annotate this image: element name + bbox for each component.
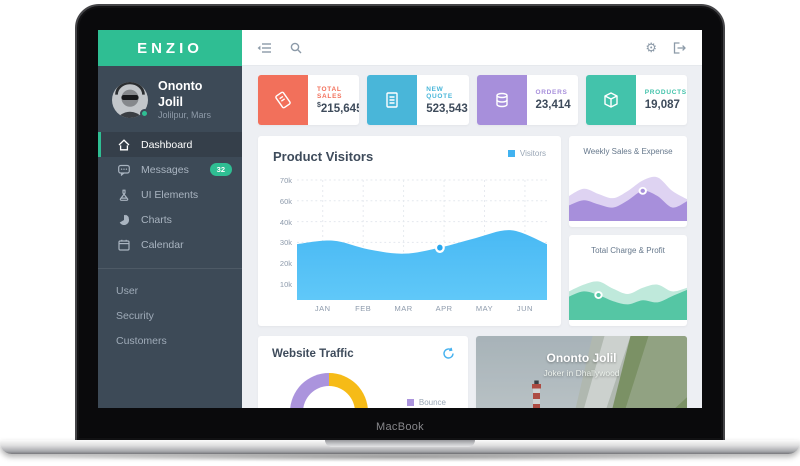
- charge-profit-wave-chart: [569, 281, 687, 320]
- macbook-base: [0, 440, 800, 462]
- sidebar-toggle-icon[interactable]: [257, 42, 272, 54]
- stat-card-total-sales: TOTAL SALES $215,645: [258, 75, 360, 125]
- sidebar-user-profile[interactable]: Ononto Jolil Jolilpur, Mars: [98, 66, 242, 132]
- website-traffic-card: Website Traffic Bounce: [258, 336, 468, 408]
- sidebar-item-user[interactable]: User: [116, 284, 139, 297]
- total-charge-profit-card: Total Charge & Profit: [569, 235, 687, 326]
- pie-chart-icon: [119, 214, 130, 225]
- mini-chart-title: Total Charge & Profit: [591, 246, 665, 255]
- sidebar-item-label: Dashboard: [141, 138, 193, 151]
- legend-label: Visitors: [519, 149, 546, 158]
- weekly-sales-expense-card: Weekly Sales & Expense: [569, 136, 687, 227]
- visitors-area-plot: [297, 179, 547, 300]
- stat-value: 23,414: [535, 98, 571, 111]
- bottom-row: Website Traffic Bounce: [258, 336, 687, 408]
- area-chart: 70k 60k 40k 30k 20k 10k JAN FEB MAR APR MAY JUN: [270, 176, 547, 324]
- traffic-title: Website Traffic: [272, 347, 354, 360]
- sidebar-item-ui-elements[interactable]: UI Elements: [98, 182, 242, 207]
- sidebar-item-messages[interactable]: Messages 32: [98, 157, 242, 182]
- settings-gear-icon[interactable]: ⚙: [645, 40, 657, 55]
- dashboard-ui: ENZIO ⚙: [98, 30, 702, 408]
- traffic-donut-chart: [290, 373, 368, 408]
- topbar: ENZIO ⚙: [98, 30, 702, 66]
- product-visitors-card: Product Visitors Visitors 70k 60k 40k 30k 20…: [258, 136, 561, 326]
- macbook-base-notch: [325, 440, 475, 447]
- legend-swatch: [406, 399, 414, 406]
- lighthouse-photo: [476, 336, 687, 408]
- calendar-icon: [118, 239, 130, 251]
- stat-value: $215,645: [317, 101, 360, 115]
- stat-label: NEW QUOTE: [426, 85, 453, 100]
- chart-title: Product Visitors: [273, 149, 374, 164]
- topbar-left: [242, 30, 302, 65]
- flask-icon: [119, 189, 129, 201]
- stat-value: 523,543: [426, 102, 468, 115]
- sidebar-divider: [98, 268, 242, 270]
- user-location: Jolilpur, Mars: [158, 110, 212, 121]
- main-content: TOTAL SALES $215,645 NEW QUOTE 523,543: [242, 66, 702, 408]
- legend-swatch: [507, 150, 515, 157]
- stat-label: TOTAL SALES: [317, 85, 343, 100]
- charts-row: Product Visitors Visitors 70k 60k 40k 30k 20…: [258, 136, 687, 326]
- sidebar-item-calendar[interactable]: Calendar: [98, 232, 242, 257]
- profile-card-text: Ononto Jolil Joker in Dhallywood: [476, 351, 687, 378]
- x-axis-labels: JAN FEB MAR APR MAY JUN: [314, 304, 533, 313]
- sidebar-secondary-nav: User Security Customers: [98, 278, 242, 353]
- sidebar-item-customers[interactable]: Customers: [116, 334, 167, 347]
- sidebar-item-security[interactable]: Security: [116, 309, 154, 322]
- sidebar-item-charts[interactable]: Charts: [98, 207, 242, 232]
- sidebar-item-dashboard[interactable]: Dashboard: [98, 132, 242, 158]
- user-avatar: [112, 81, 149, 118]
- ticket-icon: [258, 75, 308, 125]
- refresh-icon[interactable]: [442, 347, 455, 360]
- chat-icon: [118, 164, 130, 176]
- user-name: Ononto Jolil: [158, 79, 203, 109]
- app-logo: ENZIO: [98, 30, 242, 66]
- stat-value: 19,087: [644, 98, 680, 111]
- sidebar-item-label: UI Elements: [141, 188, 199, 201]
- stat-card-new-quote: NEW QUOTE 523,543: [367, 75, 469, 125]
- stat-card-products: PRODUCTS 19,087: [585, 75, 687, 125]
- weekly-sales-wave-chart: [569, 176, 687, 221]
- topbar-right: ⚙: [645, 30, 702, 65]
- mini-charts-column: Weekly Sales & Expense Total Charge & Pr…: [569, 136, 687, 326]
- macbook-label: MacBook: [376, 421, 424, 433]
- mini-chart-title: Weekly Sales & Expense: [583, 147, 673, 156]
- profile-subtitle: Joker in Dhallywood: [543, 368, 620, 378]
- sidebar: Ononto Jolil Jolilpur, Mars Dashboard Me…: [98, 66, 242, 408]
- document-icon: [367, 75, 418, 125]
- stat-label: PRODUCTS: [644, 89, 687, 97]
- chart-legend: Visitors: [507, 149, 546, 158]
- stat-card-orders: ORDERS 23,414: [476, 75, 578, 125]
- stat-label: ORDERS: [535, 89, 568, 97]
- home-icon: [118, 139, 130, 151]
- database-icon: [476, 75, 527, 125]
- sidebar-item-label: Calendar: [141, 238, 184, 251]
- user-profile-card: Ononto Jolil Joker in Dhallywood: [476, 336, 687, 408]
- search-icon[interactable]: [290, 42, 302, 54]
- legend-label: Bounce: [418, 398, 446, 407]
- stats-row: TOTAL SALES $215,645 NEW QUOTE 523,543: [258, 75, 687, 125]
- logout-icon[interactable]: [673, 41, 686, 54]
- profile-name: Ononto Jolil: [546, 351, 617, 365]
- macbook-screen: ENZIO ⚙: [75, 4, 725, 442]
- online-status-dot: [140, 108, 149, 118]
- sidebar-item-label: Messages: [141, 163, 189, 176]
- traffic-legend: Bounce: [406, 398, 446, 407]
- sidebar-nav: Dashboard Messages 32 UI Elements Charts: [98, 132, 242, 257]
- cube-icon: [585, 75, 636, 125]
- messages-count-badge: 32: [209, 163, 232, 177]
- sidebar-item-label: Charts: [141, 213, 172, 226]
